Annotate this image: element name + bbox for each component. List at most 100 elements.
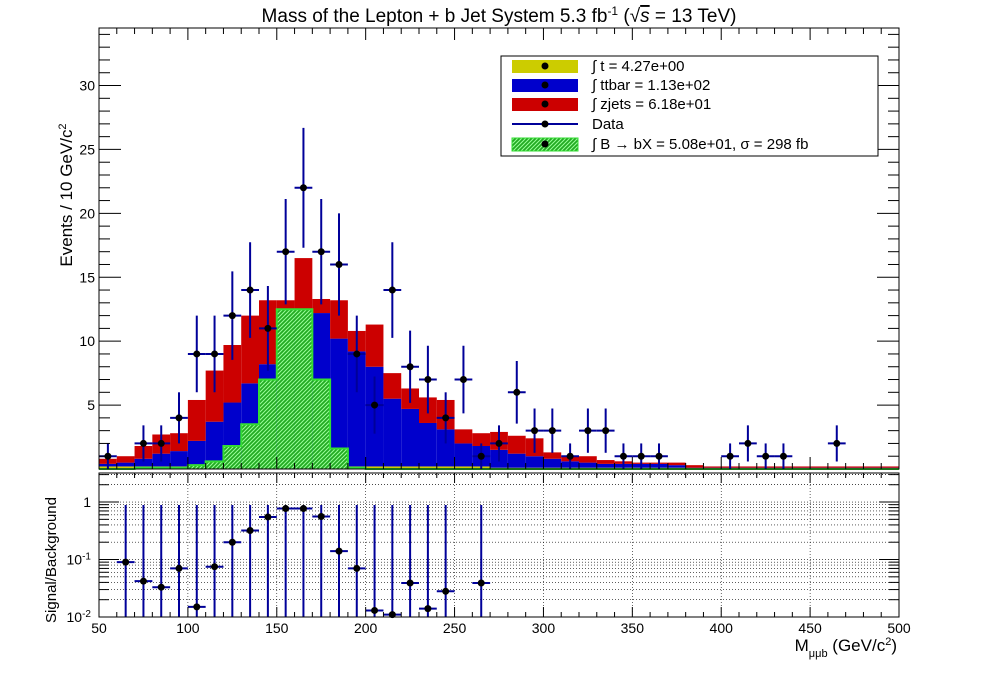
bar-0-15 <box>365 466 384 469</box>
bar-0-20 <box>454 466 473 469</box>
legend-entry: Data <box>512 116 624 133</box>
bar-1-5 <box>187 440 206 467</box>
signal-bar-13 <box>330 448 348 469</box>
y-tick-label: 1 <box>83 494 91 510</box>
ratio-y-axis-label: Signal/Background <box>43 497 60 623</box>
bar-2-28 <box>596 460 615 464</box>
ratio-point <box>241 505 259 617</box>
bar-1-4 <box>170 451 188 467</box>
ratio-point <box>294 505 313 617</box>
data-point <box>276 198 295 305</box>
legend-entry: ∫ B → bX = 5.08e+01, σ = 298 fb <box>511 136 808 153</box>
x-tick-label: 50 <box>91 620 107 636</box>
legend-entry: ∫ zjets = 6.18e+01 <box>512 96 711 113</box>
bar-2-11 <box>294 258 313 314</box>
data-point <box>543 408 562 453</box>
data-point <box>525 408 544 453</box>
main-x-ticks <box>98 28 900 469</box>
stacked-histograms <box>99 258 899 470</box>
legend-label: ∫ zjets = 6.18e+01 <box>591 96 711 113</box>
bar-2-32 <box>667 462 686 466</box>
y-tick-label: 10-2 <box>67 609 92 626</box>
bar-1-20 <box>454 443 473 467</box>
bar-0-16 <box>383 466 402 469</box>
bar-0-18 <box>419 466 437 469</box>
chart-title: Mass of the Lepton + b Jet System 5.3 fb… <box>262 4 737 27</box>
bar-1-24 <box>525 456 544 468</box>
bar-2-8 <box>241 315 259 384</box>
x-tick-label: 400 <box>710 620 734 636</box>
ratio-point <box>276 505 295 617</box>
signal-bar-11 <box>294 309 313 469</box>
x-tick-label: 350 <box>621 620 645 636</box>
data-points <box>99 127 846 469</box>
bar-2-13 <box>330 300 348 339</box>
data-point <box>294 127 313 248</box>
x-tick-label: 100 <box>176 620 200 636</box>
data-point <box>507 360 526 424</box>
data-point <box>454 345 473 414</box>
legend-label: ∫ B → bX = 5.08e+01, σ = 298 fb <box>591 136 808 153</box>
bar-1-2 <box>134 458 153 467</box>
data-point <box>436 392 455 444</box>
data-point <box>223 271 242 360</box>
bar-1-16 <box>383 398 402 467</box>
data-point <box>312 198 331 305</box>
bar-0-19 <box>436 466 455 469</box>
ratio-point <box>436 505 455 617</box>
signal-bar-10 <box>276 309 295 469</box>
y-tick-label: 10-1 <box>67 551 92 568</box>
y-tick-label: 15 <box>79 269 95 285</box>
legend-label: Data <box>592 116 624 133</box>
ratio-point <box>134 505 153 617</box>
bar-0-17 <box>401 466 419 469</box>
bar-2-25 <box>543 452 562 459</box>
bar-2-20 <box>454 429 473 444</box>
ratio-frame <box>98 472 900 618</box>
bar-1-17 <box>401 408 419 467</box>
data-point <box>205 315 224 393</box>
data-point <box>632 443 651 469</box>
data-point <box>614 443 633 469</box>
ratio-pad: 50 100 150 200 250 300 350 400 450 500 10-210-11 … <box>43 472 911 660</box>
bar-1-14 <box>347 351 366 467</box>
data-point <box>739 425 757 462</box>
y-tick-label: 5 <box>87 397 95 413</box>
ratio-point <box>152 505 171 617</box>
bar-2-5 <box>187 399 206 441</box>
bar-2-39 <box>792 466 811 468</box>
main-frame <box>98 27 900 470</box>
y-tick-label: 10 <box>79 333 95 349</box>
signal-bar-8 <box>241 424 259 469</box>
ratio-y-ticks: 10-2 10-1 1 <box>67 474 899 626</box>
bar-2-21 <box>472 433 491 446</box>
y-tick-label: 20 <box>79 205 95 221</box>
bar-2-40 <box>810 466 828 468</box>
legend-label: ∫ ttbar = 1.13e+02 <box>591 77 710 94</box>
data-point <box>134 425 153 462</box>
data-point <box>490 425 508 462</box>
ratio-x-ticks: 50 100 150 200 250 300 350 400 450 500 <box>91 473 911 636</box>
data-point <box>152 425 171 462</box>
ratio-point <box>347 505 366 617</box>
bar-1-23 <box>507 453 526 468</box>
data-point <box>419 345 437 414</box>
data-point <box>774 443 793 469</box>
data-point <box>383 242 402 338</box>
signal-bar-7 <box>223 445 242 469</box>
bar-1-6 <box>205 421 224 467</box>
ratio-point <box>116 505 135 617</box>
legend-entry: ∫ ttbar = 1.13e+02 <box>512 77 710 94</box>
data-point <box>472 443 491 469</box>
bar-1-1 <box>116 462 135 467</box>
main-pad: 5 10 15 20 25 30 Events / 10 GeV/c2 <box>57 27 900 470</box>
ratio-point <box>187 505 206 617</box>
bar-2-42 <box>845 466 864 468</box>
bar-2-33 <box>685 465 704 468</box>
ratio-point <box>383 505 402 619</box>
bar-2-23 <box>507 435 526 454</box>
y-axis-label: Events / 10 GeV/c2 <box>57 123 76 266</box>
x-tick-label: 200 <box>354 620 378 636</box>
